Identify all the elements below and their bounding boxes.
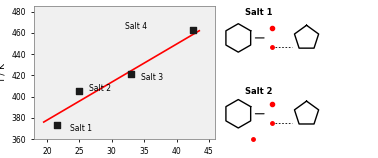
Text: Salt 2: Salt 2 bbox=[89, 84, 111, 93]
Y-axis label: T / K: T / K bbox=[0, 63, 6, 83]
Text: Salt 2: Salt 2 bbox=[245, 87, 273, 96]
Text: Salt 1: Salt 1 bbox=[245, 8, 273, 17]
Point bbox=[128, 73, 134, 76]
Text: Salt 3: Salt 3 bbox=[141, 73, 163, 82]
Text: Salt 4: Salt 4 bbox=[125, 22, 147, 31]
Text: Salt 1: Salt 1 bbox=[70, 124, 91, 133]
Point bbox=[54, 124, 60, 127]
Point bbox=[76, 90, 82, 93]
Point bbox=[190, 28, 196, 31]
